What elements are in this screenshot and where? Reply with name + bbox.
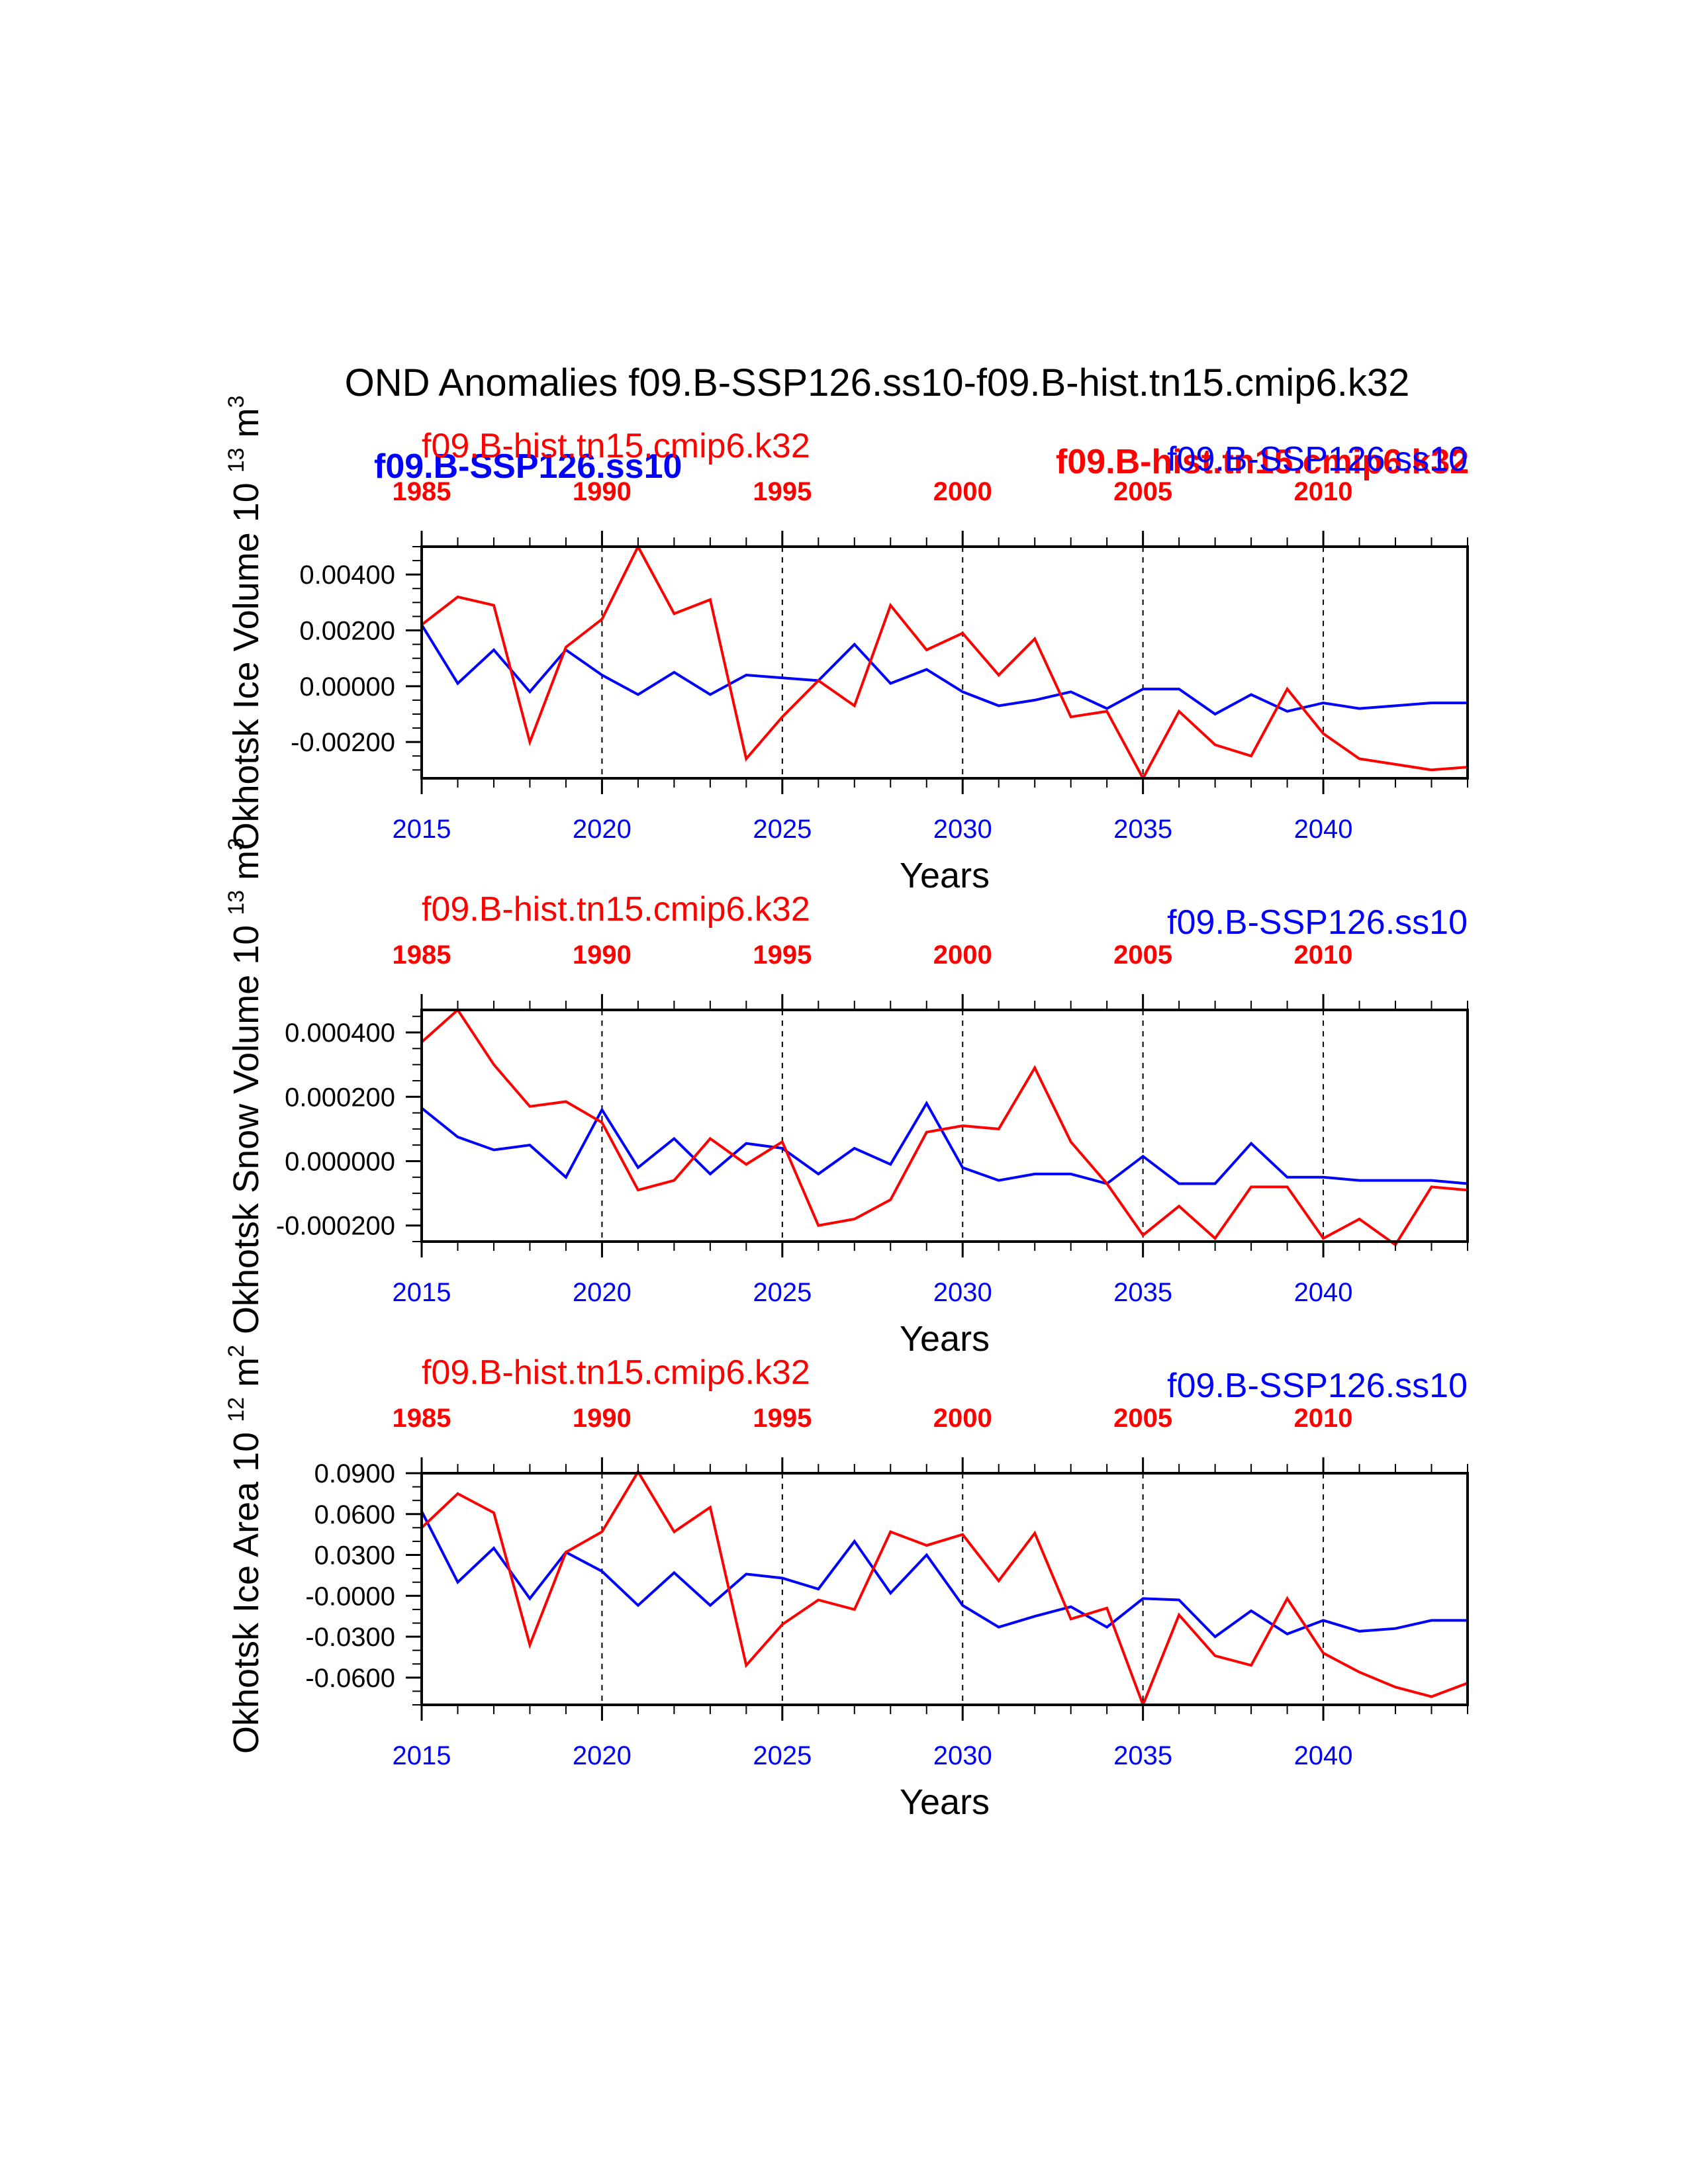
- x-top-tick-label: 2000: [933, 477, 992, 506]
- x-tick-label: 2020: [573, 1278, 632, 1307]
- x-top-tick-label: 1990: [573, 940, 632, 970]
- x-tick-label: 2035: [1113, 1741, 1172, 1770]
- y-tick-label: 0.0600: [314, 1500, 395, 1529]
- x-tick-label: 2020: [573, 1741, 632, 1770]
- x-top-tick-label: 2000: [933, 940, 992, 970]
- x-axis-label: Years: [900, 856, 990, 895]
- y-tick-label: 0.00200: [299, 617, 395, 646]
- x-tick-label: 2020: [573, 815, 632, 844]
- ssp-label: f09.B-SSP126.ss10: [1167, 903, 1468, 942]
- x-top-tick-label: 1995: [753, 1404, 812, 1433]
- x-top-tick-label: 2000: [933, 1404, 992, 1433]
- y-tick-label: 0.000400: [285, 1019, 395, 1048]
- panel-2: 0.000400 0.000200 0.000000 -0.000200 2015 202…: [224, 838, 1469, 1359]
- y-tick-label: -0.0000: [305, 1582, 395, 1611]
- x-tick-label: 2035: [1113, 1278, 1172, 1307]
- hist-label: f09.B-hist.tn15.cmip6.k32: [422, 1353, 810, 1392]
- hist-label: f09.B-hist.tn15.cmip6.k32: [422, 890, 810, 929]
- plot-frame: [420, 545, 1469, 780]
- x-tick-label: 2025: [753, 815, 812, 844]
- x-top-tick-label: 1990: [573, 477, 632, 506]
- x-axis-label: Years: [900, 1782, 990, 1822]
- ssp-label: f09.B-SSP126.ss10: [1167, 1367, 1468, 1405]
- y-tick-label: 0.000000: [285, 1147, 395, 1176]
- legend-hist-bold: f09.B-hist.tn15.cmip6.k32: [1056, 443, 1469, 481]
- x-tick-label: 2015: [393, 1278, 451, 1307]
- y-axis-label: Okhotsk Snow Volume 10 13 m3: [224, 838, 266, 1334]
- x-top-tick-label: 2010: [1294, 1404, 1353, 1433]
- y-axis-label: Okhotsk Ice Area 10 12 m2: [224, 1345, 266, 1754]
- plot-frame: [420, 1472, 1469, 1706]
- panel-1: 0.00400 0.00200 0.00000 -0.00200 2015 2020 202…: [224, 395, 1469, 895]
- y-tick-label: -0.00200: [291, 728, 395, 757]
- y-tick-label: 0.0900: [314, 1459, 395, 1488]
- x-top-tick-label: 2005: [1113, 1404, 1172, 1433]
- series-hist-line: [420, 543, 1468, 782]
- y-axis-label: Okhotsk Ice Volume 10 13 m3: [224, 395, 266, 850]
- panel-3: 0.0900 0.0600 0.0300 -0.0000 -0.0300 -0.0600 2…: [224, 1345, 1469, 1822]
- x-tick-label: 2025: [753, 1278, 812, 1307]
- x-top-tick-label: 1985: [393, 940, 451, 970]
- x-tick-label: 2030: [933, 815, 992, 844]
- y-tick-label: -0.0600: [305, 1664, 395, 1693]
- x-tick-label: 2040: [1294, 815, 1353, 844]
- x-tick-label: 2015: [393, 815, 451, 844]
- x-top-tick-label: 2005: [1113, 477, 1172, 506]
- x-top-tick-label: 2005: [1113, 940, 1172, 970]
- x-top-tick-label: 1985: [393, 1404, 451, 1433]
- x-tick-label: 2015: [393, 1741, 451, 1770]
- x-top-tick-label: 1990: [573, 1404, 632, 1433]
- x-tick-label: 2030: [933, 1278, 992, 1307]
- y-tick-label: 0.00400: [299, 561, 395, 590]
- x-tick-label: 2040: [1294, 1278, 1353, 1307]
- hist-label: f09.B-hist.tn15.cmip6.k32: [422, 427, 810, 465]
- x-axis-label: Years: [900, 1319, 990, 1359]
- y-tick-label: 0.0300: [314, 1541, 395, 1570]
- y-tick-label: 0.000200: [285, 1083, 395, 1112]
- x-tick-label: 2035: [1113, 815, 1172, 844]
- x-tick-label: 2030: [933, 1741, 992, 1770]
- series-hist-line: [420, 1469, 1468, 1709]
- y-tick-label: -0.0300: [305, 1623, 395, 1652]
- series-hist-line: [420, 1007, 1468, 1247]
- ssp-label: f09.B-SSP126.ss10: [1167, 440, 1468, 478]
- x-tick-label: 2040: [1294, 1741, 1353, 1770]
- x-top-tick-label: 2010: [1294, 477, 1353, 506]
- series-ssp-line: [420, 624, 1468, 716]
- legend-ssp-bold: f09.B-SSP126.ss10: [374, 447, 682, 486]
- x-top-tick-label: 1995: [753, 477, 812, 506]
- x-top-tick-label: 2010: [1294, 940, 1353, 970]
- x-top-tick-label: 1995: [753, 940, 812, 970]
- x-top-tick-label: 1985: [393, 477, 451, 506]
- panels: 0.00400 0.00200 0.00000 -0.00200 2015 2020 202…: [224, 395, 1469, 1822]
- y-tick-label: -0.000200: [276, 1212, 395, 1241]
- series-ssp-line: [420, 1100, 1468, 1185]
- series-ssp-line: [420, 1510, 1468, 1639]
- y-tick-label: 0.00000: [299, 672, 395, 702]
- x-tick-label: 2025: [753, 1741, 812, 1770]
- main-title: OND Anomalies f09.B-SSP126.ss10-f09.B-hi…: [345, 361, 1410, 404]
- plot-frame: [420, 1009, 1469, 1243]
